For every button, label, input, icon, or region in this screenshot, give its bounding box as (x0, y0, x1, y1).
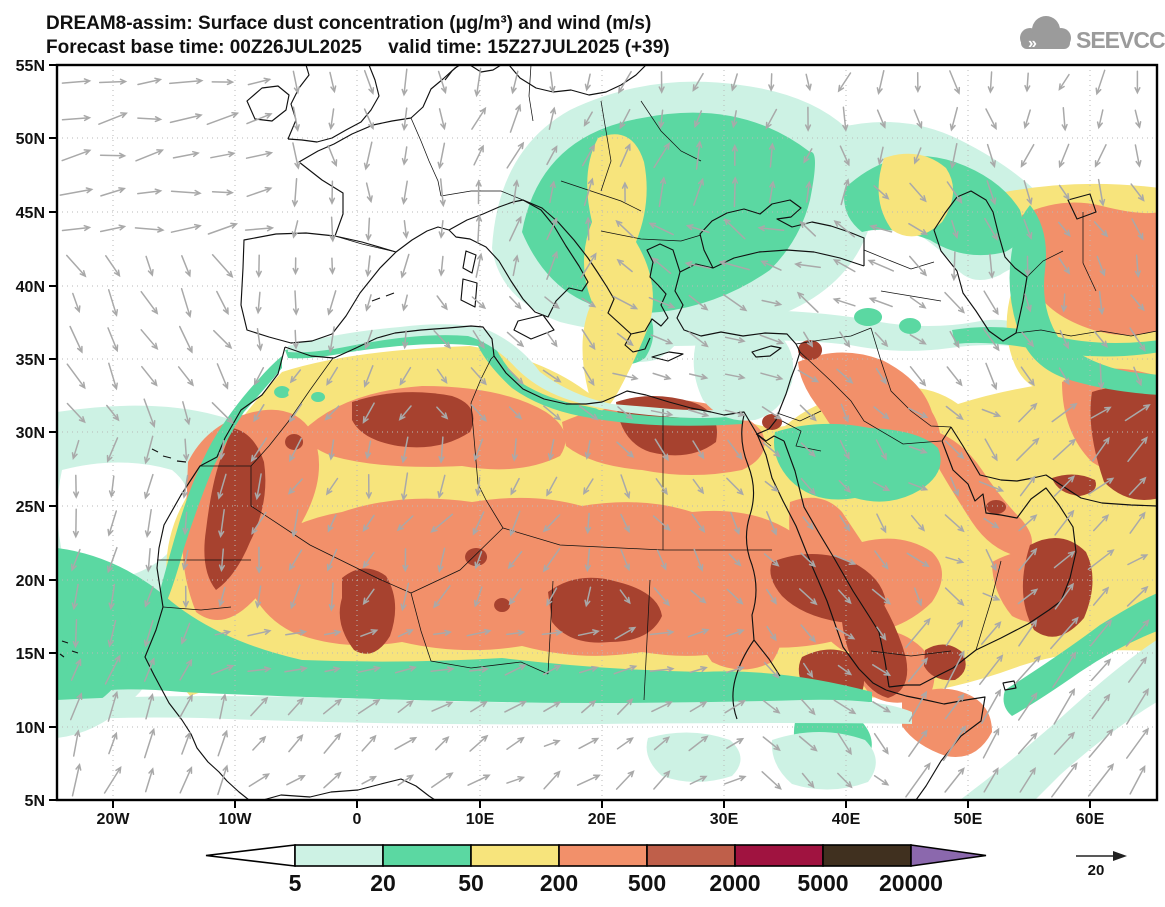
svg-text:40N: 40N (16, 279, 45, 296)
colorbar: 5 20 50 200 500 2000 5000 20000 (205, 844, 987, 896)
logo-swoosh: » (1028, 35, 1037, 52)
colorbar-segment (470, 844, 560, 867)
wind-arrow-layer (59, 67, 1151, 798)
svg-text:5N: 5N (25, 793, 45, 810)
map-title: DREAM8-assim: Surface dust concentration… (46, 13, 651, 34)
colorbar-over-arrow (910, 844, 987, 867)
svg-text:25N: 25N (16, 499, 45, 516)
colorbar-label: 2000 (709, 870, 760, 896)
svg-text:30N: 30N (16, 425, 45, 442)
colorbar-label: 20000 (879, 870, 943, 896)
colorbar-under-arrow (205, 844, 296, 867)
svg-text:10N: 10N (16, 720, 45, 737)
colorbar-label: 5000 (797, 870, 848, 896)
colorbar-segment (382, 844, 472, 867)
svg-text:55N: 55N (16, 58, 45, 75)
svg-text:30E: 30E (710, 811, 739, 828)
colorbar-segment (558, 844, 648, 867)
svg-text:10W: 10W (219, 811, 253, 828)
colorbar-segment (646, 844, 736, 867)
svg-text:20W: 20W (97, 811, 131, 828)
svg-text:40E: 40E (832, 811, 861, 828)
svg-text:50E: 50E (954, 811, 983, 828)
border-layer (157, 65, 1157, 701)
seevccc-logo: » SEEVCCC (1020, 16, 1165, 53)
colorbar-label: 5 (289, 870, 302, 896)
colorbar-label: 20 (370, 870, 396, 896)
map-subtitle: Forecast base time: 00Z26JUL2025 valid t… (46, 37, 670, 58)
wind-arrows (59, 67, 1151, 798)
wind-reference-label: 20 (1088, 862, 1105, 879)
dust-fill-layer (57, 81, 1157, 800)
colorbar-label: 500 (628, 870, 666, 896)
svg-text:35N: 35N (16, 352, 45, 369)
svg-text:20E: 20E (588, 811, 617, 828)
colorbar-segment (822, 844, 912, 867)
wind-reference-arrowhead (1113, 851, 1127, 861)
svg-text:60E: 60E (1076, 811, 1105, 828)
colorbar-segment (734, 844, 824, 867)
cloud-icon (1020, 16, 1071, 49)
colorbar-label: 200 (540, 870, 578, 896)
logo-text: SEEVCCC (1076, 27, 1165, 53)
svg-text:0: 0 (353, 811, 362, 828)
svg-text:50N: 50N (16, 131, 45, 148)
colorbar-segment (294, 844, 384, 867)
axis-layer: 20W 10W 0 10E 20E 30E 40E 50E 60E 55N 50N 45N 40N 35N… (16, 58, 1105, 828)
svg-text:45N: 45N (16, 205, 45, 222)
svg-text:20N: 20N (16, 573, 45, 590)
colorbar-label: 50 (458, 870, 484, 896)
svg-text:10E: 10E (466, 811, 495, 828)
wind-reference-legend: 20 (1076, 851, 1127, 879)
svg-text:15N: 15N (16, 646, 45, 663)
